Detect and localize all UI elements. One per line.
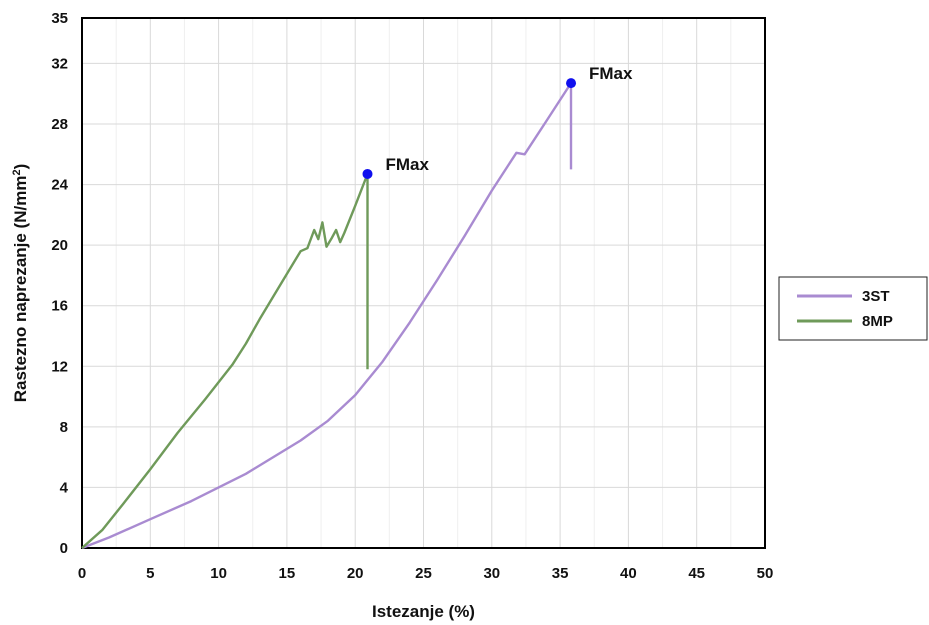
y-tick-label: 20: [51, 237, 68, 254]
x-tick-label: 15: [279, 565, 296, 582]
y-tick-label: 4: [60, 479, 69, 496]
series-lines: [81, 81, 573, 550]
x-tick-label: 20: [347, 565, 364, 582]
x-tick-label: 45: [688, 565, 705, 582]
y-axis-title-end: ): [11, 164, 30, 170]
x-tick-label: 10: [210, 565, 227, 582]
y-tick-label: 0: [60, 540, 68, 557]
x-tick-label: 35: [552, 565, 569, 582]
y-tick-label: 35: [51, 10, 68, 27]
y-axis-ticks: 0 4 8 12 16 20 24 28 32 35: [51, 10, 68, 557]
series-line-3ST: [81, 81, 573, 550]
y-axis-title-main: Rastezno naprezanje (N/mm: [11, 176, 30, 403]
fmax-marker-8MP: [362, 168, 373, 179]
plot-area: [81, 17, 766, 549]
x-tick-label: 40: [620, 565, 637, 582]
annotations: FMax FMax: [362, 64, 633, 179]
y-tick-label: 32: [51, 55, 68, 72]
x-tick-label: 5: [146, 565, 154, 582]
y-tick-label: 28: [51, 116, 68, 133]
y-axis-title: Rastezno naprezanje (N/mm2): [11, 164, 30, 403]
y-tick-label: 12: [51, 358, 68, 375]
y-axis-title-sup: 2: [11, 169, 23, 175]
x-axis-title: Istezanje (%): [372, 602, 475, 621]
y-tick-label: 24: [51, 177, 68, 194]
x-tick-label: 30: [483, 565, 500, 582]
fmax-label-8MP: FMax: [385, 155, 429, 174]
y-tick-label: 8: [60, 419, 68, 436]
fmax-label-3ST: FMax: [589, 64, 633, 83]
fmax-marker-3ST: [566, 78, 577, 89]
x-tick-label: 25: [415, 565, 432, 582]
y-tick-label: 16: [51, 298, 68, 315]
legend: 3ST 8MP: [778, 276, 928, 341]
legend-label-8MP: 8MP: [862, 313, 893, 330]
grid: [82, 18, 765, 548]
legend-box: [778, 276, 928, 341]
x-tick-label: 0: [78, 565, 86, 582]
series-line-8MP: [81, 172, 369, 549]
x-tick-label: 50: [757, 565, 774, 582]
legend-label-3ST: 3ST: [862, 288, 890, 305]
x-axis-ticks: 0 5 10 15 20 25 30 35 40 45 50: [78, 565, 774, 582]
